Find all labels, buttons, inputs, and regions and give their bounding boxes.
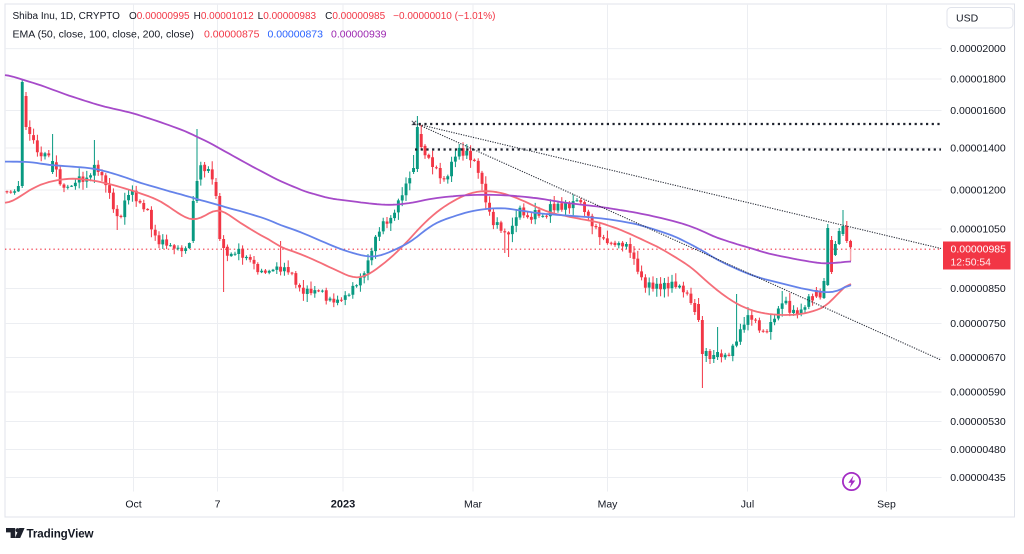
- svg-text:0.00000590: 0.00000590: [950, 387, 1006, 399]
- svg-text:0.00002000: 0.00002000: [950, 43, 1006, 55]
- svg-text:0.00000670: 0.00000670: [950, 352, 1006, 364]
- svg-text:0.00001600: 0.00001600: [950, 105, 1006, 117]
- svg-text:USD: USD: [956, 13, 979, 25]
- svg-text:May: May: [598, 499, 619, 511]
- svg-text:Jul: Jul: [741, 499, 754, 511]
- svg-text:0.00000750: 0.00000750: [950, 318, 1006, 330]
- svg-text:0.00001050: 0.00001050: [950, 224, 1006, 236]
- svg-text:0.00000435: 0.00000435: [950, 472, 1006, 484]
- svg-text:0.00001200: 0.00001200: [950, 185, 1006, 197]
- svg-text:12:50:54: 12:50:54: [951, 258, 992, 269]
- svg-text:Oct: Oct: [125, 499, 141, 511]
- svg-text:0.00000480: 0.00000480: [950, 444, 1006, 456]
- svg-text:0.00000985: 0.00000985: [951, 244, 1007, 256]
- svg-text:EMA (50, close, 100, close, 20: EMA (50, close, 100, close, 200, close) 0…: [13, 29, 387, 41]
- svg-text:2023: 2023: [331, 499, 355, 511]
- svg-text:Sep: Sep: [877, 499, 896, 511]
- svg-text:0.00000530: 0.00000530: [950, 416, 1006, 428]
- svg-text:Mar: Mar: [464, 499, 483, 511]
- svg-text:0.00001800: 0.00001800: [950, 74, 1006, 86]
- svg-text:0.00001400: 0.00001400: [950, 143, 1006, 155]
- svg-text:TradingView: TradingView: [27, 528, 95, 541]
- svg-text:7: 7: [215, 499, 221, 511]
- svg-text:0.00000850: 0.00000850: [950, 283, 1006, 295]
